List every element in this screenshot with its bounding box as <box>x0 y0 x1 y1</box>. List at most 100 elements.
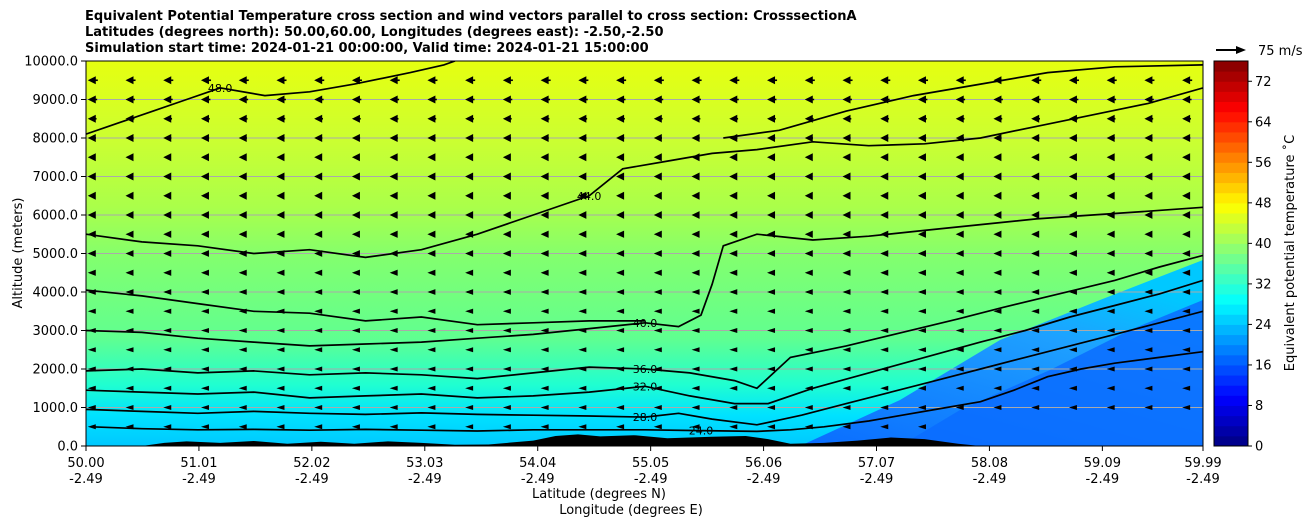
wind-vector-head <box>842 95 851 104</box>
wind-vector-head <box>1031 405 1040 410</box>
wind-vector <box>427 95 437 104</box>
wind-vector <box>314 230 323 238</box>
wind-vector-head <box>163 191 172 200</box>
wind-vector-head <box>767 211 776 219</box>
wind-vector <box>238 230 247 238</box>
wind-vector <box>502 289 511 295</box>
wind-vector <box>200 191 209 200</box>
wind-vector <box>465 191 474 200</box>
wind-vector <box>993 366 1002 372</box>
wind-vector-head <box>993 114 1002 123</box>
wind-vector <box>125 230 134 238</box>
colorbar-segment <box>1214 223 1248 234</box>
wind-vector <box>616 289 625 295</box>
wind-vector-head <box>993 134 1002 142</box>
wind-vector-head <box>804 153 813 162</box>
wind-vector <box>427 366 436 372</box>
wind-vector <box>1106 191 1115 200</box>
colorbar-segment <box>1214 101 1248 113</box>
wind-vector-head <box>200 424 209 430</box>
wind-vector-head <box>389 76 398 85</box>
wind-vector <box>502 172 511 181</box>
x-axis-label-latitude: Latitude (degrees N) <box>532 487 666 502</box>
wind-vector <box>465 385 474 391</box>
wind-vector-head <box>804 366 813 372</box>
wind-vector-head <box>1144 347 1153 353</box>
wind-vector <box>1182 134 1191 142</box>
wind-vector <box>238 191 247 200</box>
wind-vector-head <box>767 95 776 104</box>
wind-vector <box>578 172 587 181</box>
wind-vector-head <box>163 385 172 391</box>
wind-vector <box>917 76 929 85</box>
wind-vector-head <box>917 230 926 238</box>
wind-vector <box>578 289 587 295</box>
wind-vector <box>87 153 96 162</box>
wind-vector <box>880 289 889 295</box>
wind-vector <box>351 95 362 104</box>
wind-vector <box>502 134 512 142</box>
wind-vector <box>1144 114 1154 123</box>
wind-vector <box>351 230 360 238</box>
wind-vector-head <box>729 230 738 238</box>
wind-vector <box>880 385 889 391</box>
wind-vector <box>200 153 209 162</box>
wind-vector <box>804 191 813 200</box>
wind-vector-head <box>125 211 134 219</box>
wind-vector <box>314 347 323 353</box>
wind-vector-head <box>616 134 625 142</box>
wind-vector-head <box>955 308 964 314</box>
wind-vector-head <box>842 405 851 410</box>
colorbar-segment <box>1214 395 1248 406</box>
wind-vector-head <box>993 289 1002 295</box>
wind-vector-head <box>351 114 360 123</box>
wind-vector-head <box>767 289 776 295</box>
wind-vector <box>653 269 662 276</box>
contour-line-36 <box>86 254 1203 390</box>
x-tick-label-lat: 57.07 <box>858 456 895 471</box>
wind-vector-head <box>653 95 662 104</box>
wind-vector-head <box>200 95 209 104</box>
wind-vector <box>842 95 852 104</box>
wind-vector <box>653 134 662 142</box>
wind-vector <box>238 328 247 333</box>
wind-vector <box>1031 308 1040 314</box>
wind-vector-head <box>616 191 625 200</box>
wind-vector-head <box>314 134 323 142</box>
wind-vector-head <box>465 347 474 353</box>
wind-vector <box>804 347 813 353</box>
x-tick-label-lon: -2.49 <box>521 472 555 487</box>
wind-vector-head <box>389 134 398 142</box>
wind-vector-head <box>276 385 285 391</box>
wind-vector-head <box>351 76 360 85</box>
wind-vector-head <box>880 269 889 276</box>
wind-vector-head <box>540 328 549 333</box>
wind-vector-head <box>351 405 360 410</box>
wind-vector-head <box>200 250 209 257</box>
colorbar-segment <box>1214 253 1248 265</box>
wind-vector-head <box>880 289 889 295</box>
wind-vector-head <box>880 424 889 430</box>
wind-vector-head <box>729 95 738 104</box>
wind-vector-head <box>502 347 511 353</box>
wind-vector <box>1182 230 1191 238</box>
wind-vector-head <box>427 366 436 372</box>
wind-vector <box>691 269 700 276</box>
wind-vector-head <box>351 347 360 353</box>
wind-vector-head <box>955 289 964 295</box>
colorbar-segment <box>1214 294 1248 305</box>
wind-vector-head <box>465 250 474 257</box>
wind-vector <box>842 405 851 410</box>
wind-vector-head <box>993 153 1002 162</box>
contour-line-40 <box>86 206 1203 347</box>
wind-vector <box>691 347 700 353</box>
wind-vector <box>200 347 209 353</box>
wind-vector-head <box>1068 385 1077 391</box>
wind-vector <box>427 328 436 333</box>
x-tick-label-lon: -2.49 <box>860 472 894 487</box>
wind-vector <box>691 250 700 257</box>
wind-vector <box>653 172 662 181</box>
wind-vector <box>842 153 851 162</box>
wind-vector-head <box>1144 134 1153 142</box>
wind-vector-head <box>87 114 96 123</box>
